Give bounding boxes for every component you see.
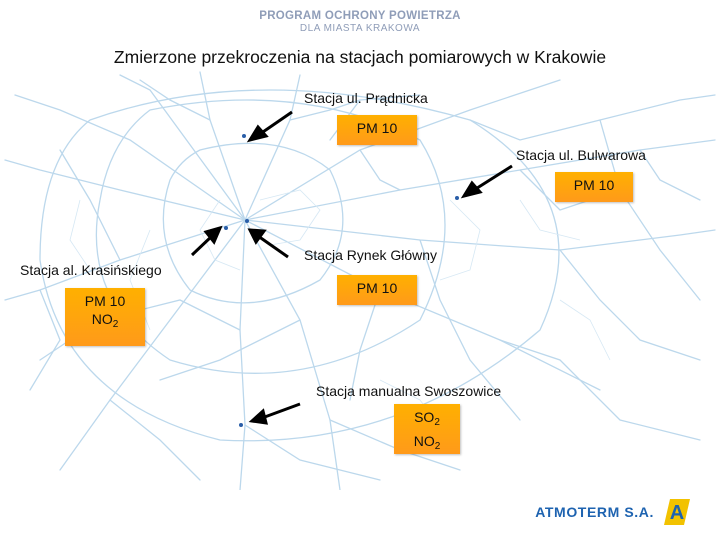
company-name: ATMOTERM S.A. [535,504,654,520]
station-krasinskiego-marker [224,226,228,230]
station-bulwarowa-marker [455,196,459,200]
station-bulwarowa-pollutant: PM 10 [573,177,615,193]
station-rynek-label: Stacja Rynek Główny [304,247,438,263]
station-bulwarowa-badge: PM 10 [555,172,633,202]
station-rynek-pollutant: PM 10 [356,280,398,296]
svg-text:A: A [670,502,684,524]
station-swoszowice-label: Stacja manualna Swoszowice [316,383,502,399]
station-swoszowice-pollutant-1: SO2 [414,409,440,428]
station-bulwarowa-label: Stacja ul. Bulwarowa [516,147,646,163]
station-krasinskiego-pollutant-1: PM 10 [84,293,126,309]
station-pradnicka-pollutant: PM 10 [356,120,398,136]
station-krasinskiego-pollutant-2: NO2 [91,311,119,330]
program-brand-line1: PROGRAM OCHRONY POWIETRZA [259,10,461,22]
program-brand-line2: DLA MIASTA KRAKOWA [299,23,421,34]
station-swoszowice-pollutant-2: NO2 [413,433,441,452]
slide-title: Zmierzone przekroczenia na stacjach pomi… [113,47,607,67]
station-pradnicka-badge: PM 10 [337,115,417,145]
station-krasinskiego-label: Stacja al. Krasińskiego [20,262,162,278]
station-pradnicka-marker [242,134,246,138]
program-brand: PROGRAM OCHRONY POWIETRZA DLA MIASTA KRA… [0,10,720,34]
station-swoszowice-badge: SO2 NO2 [394,404,460,454]
station-rynek-badge: PM 10 [337,275,417,305]
station-swoszowice-marker [239,423,243,427]
station-krasinskiego-badge: PM 10 NO2 [65,288,145,346]
station-pradnicka-label: Stacja ul. Prądnicka [304,90,428,106]
atmoterm-logo: ATMOTERM S.A. A [535,497,692,527]
atmoterm-logo-icon: A [664,499,690,525]
station-rynek-marker [245,219,249,223]
